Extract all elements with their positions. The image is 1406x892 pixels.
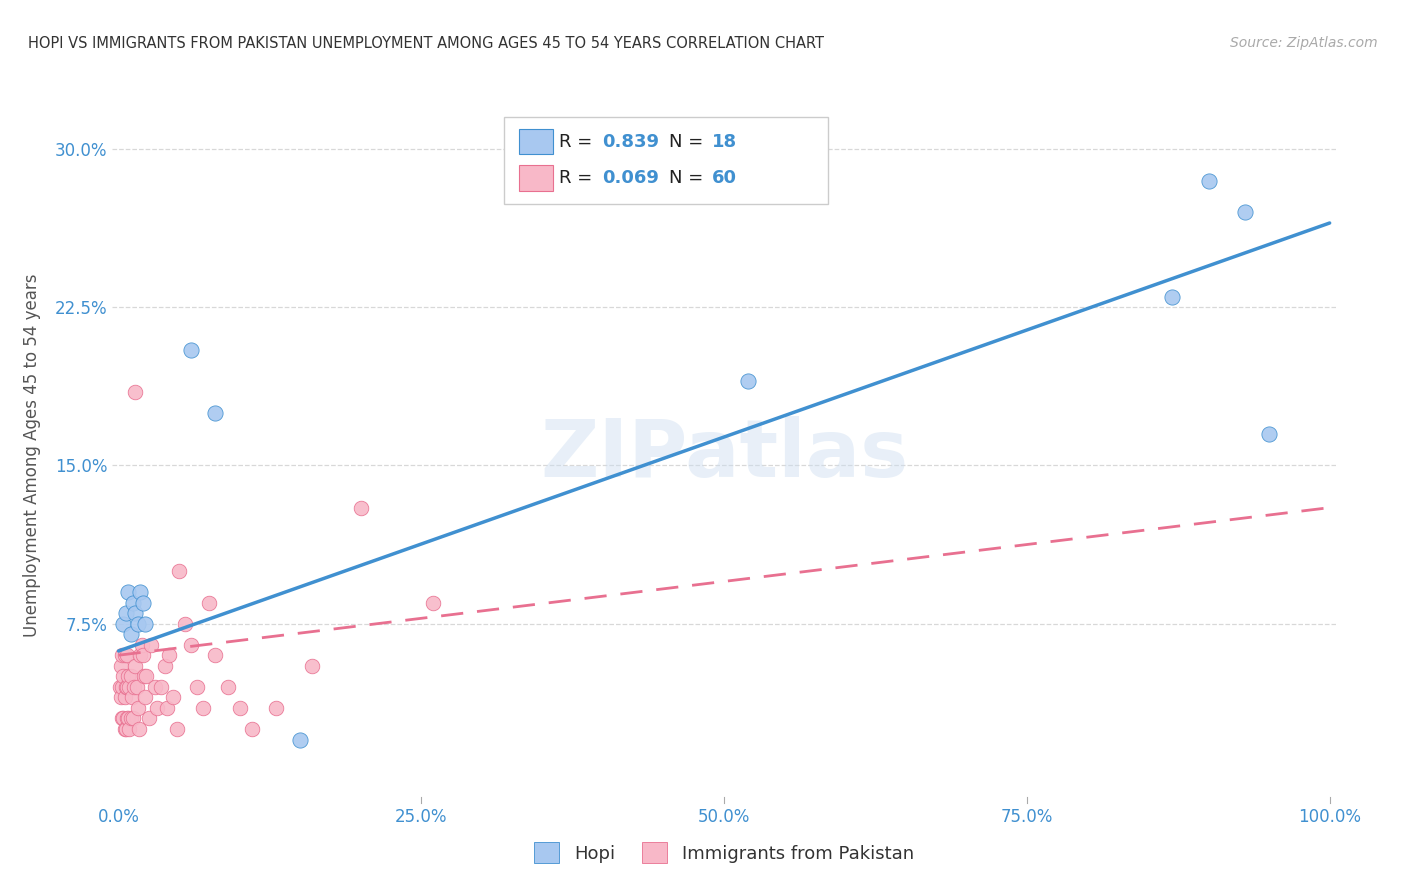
- Point: [111, 711, 134, 725]
- Point: [180, 638, 202, 652]
- Point: [1233, 205, 1256, 219]
- Point: [143, 680, 166, 694]
- Point: [422, 595, 444, 609]
- Point: [124, 606, 146, 620]
- Point: [114, 648, 136, 663]
- Point: [193, 701, 215, 715]
- Point: [180, 343, 202, 357]
- Point: [141, 638, 163, 652]
- Point: [120, 711, 142, 725]
- Point: [134, 616, 156, 631]
- Point: [1198, 174, 1220, 188]
- Point: [132, 648, 155, 663]
- Text: 0.839: 0.839: [602, 133, 659, 151]
- Point: [217, 680, 239, 694]
- Point: [149, 680, 172, 694]
- Point: [127, 616, 149, 631]
- Point: [129, 648, 152, 663]
- Point: [114, 722, 136, 736]
- Point: [167, 564, 190, 578]
- Point: [264, 701, 287, 715]
- Point: [114, 690, 136, 705]
- Text: N =: N =: [669, 169, 709, 187]
- Point: [120, 627, 142, 641]
- Point: [129, 585, 152, 599]
- Point: [186, 680, 208, 694]
- Point: [112, 616, 135, 631]
- Text: HOPI VS IMMIGRANTS FROM PAKISTAN UNEMPLOYMENT AMONG AGES 45 TO 54 YEARS CORRELAT: HOPI VS IMMIGRANTS FROM PAKISTAN UNEMPLO…: [28, 36, 824, 51]
- Point: [737, 374, 759, 388]
- Point: [112, 711, 135, 725]
- Point: [125, 680, 148, 694]
- Point: [117, 585, 139, 599]
- Point: [122, 711, 145, 725]
- Point: [153, 658, 176, 673]
- Point: [240, 722, 263, 736]
- Point: [131, 638, 153, 652]
- FancyBboxPatch shape: [503, 118, 828, 204]
- Point: [115, 680, 138, 694]
- Point: [132, 669, 155, 683]
- Point: [111, 680, 134, 694]
- Point: [117, 711, 139, 725]
- Point: [114, 680, 136, 694]
- Point: [124, 680, 146, 694]
- Text: 0.069: 0.069: [602, 169, 658, 187]
- Point: [166, 722, 188, 736]
- Point: [124, 658, 146, 673]
- Point: [204, 648, 226, 663]
- Point: [132, 595, 155, 609]
- Point: [115, 648, 138, 663]
- Point: [110, 690, 132, 705]
- Point: [290, 732, 312, 747]
- Point: [162, 690, 184, 705]
- Point: [108, 680, 131, 694]
- Point: [114, 722, 136, 736]
- Point: [138, 711, 160, 725]
- Point: [124, 384, 146, 399]
- Point: [157, 648, 180, 663]
- Point: [1161, 290, 1184, 304]
- Text: R =: R =: [560, 169, 598, 187]
- Point: [111, 648, 134, 663]
- Point: [146, 701, 169, 715]
- Point: [114, 606, 136, 620]
- Point: [128, 722, 150, 736]
- Point: [120, 669, 142, 683]
- Point: [117, 669, 139, 683]
- Y-axis label: Unemployment Among Ages 45 to 54 years: Unemployment Among Ages 45 to 54 years: [22, 273, 41, 637]
- Point: [135, 669, 157, 683]
- FancyBboxPatch shape: [519, 166, 553, 191]
- Point: [198, 595, 221, 609]
- Point: [134, 690, 156, 705]
- Point: [122, 595, 145, 609]
- Point: [121, 690, 143, 705]
- FancyBboxPatch shape: [519, 129, 553, 154]
- Point: [118, 722, 141, 736]
- Point: [110, 658, 132, 673]
- Text: ZIPatlas: ZIPatlas: [540, 416, 908, 494]
- Point: [112, 669, 135, 683]
- Point: [127, 701, 149, 715]
- Point: [228, 701, 250, 715]
- Point: [156, 701, 179, 715]
- Point: [350, 500, 373, 515]
- Text: N =: N =: [669, 133, 709, 151]
- Point: [204, 406, 226, 420]
- Point: [301, 658, 323, 673]
- Point: [115, 711, 138, 725]
- Point: [1258, 426, 1281, 441]
- Text: 60: 60: [711, 169, 737, 187]
- Point: [118, 680, 141, 694]
- Legend: Hopi, Immigrants from Pakistan: Hopi, Immigrants from Pakistan: [527, 835, 921, 871]
- Text: 18: 18: [711, 133, 737, 151]
- Point: [174, 616, 197, 631]
- Text: R =: R =: [560, 133, 598, 151]
- Text: Source: ZipAtlas.com: Source: ZipAtlas.com: [1230, 36, 1378, 50]
